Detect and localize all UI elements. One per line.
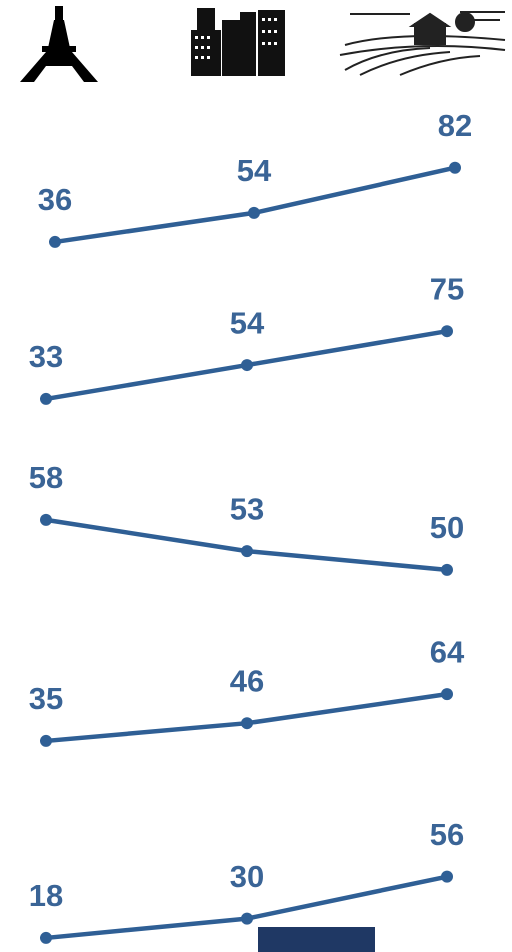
city-icon [191,8,285,76]
value-label: 56 [430,817,464,852]
value-label: 33 [29,339,63,374]
value-label: 54 [230,305,265,340]
point [449,161,461,174]
value-label: 54 [237,153,272,188]
point [441,325,453,338]
point [40,734,52,747]
value-label: 30 [230,859,264,894]
farm-icon [339,11,506,76]
point [441,870,453,883]
point [241,912,253,925]
value-label: 36 [38,182,72,217]
footer-button [258,927,375,952]
point [49,235,61,248]
value-label: 46 [230,663,264,698]
value-label: 50 [430,510,464,545]
line [45,517,448,573]
point [441,688,453,701]
value-label: 18 [29,878,63,913]
value-label: 64 [430,634,465,669]
value-label: 82 [438,108,472,143]
point [40,513,52,526]
value-label: 35 [29,681,63,716]
point [241,717,253,730]
value-label: 75 [430,271,464,306]
point [40,931,52,944]
point [241,359,253,372]
point [248,206,260,219]
point [241,545,253,558]
eiffel-icon [20,6,98,82]
point [40,392,52,405]
value-label: 53 [230,491,264,526]
point [441,563,453,576]
value-label: 58 [29,460,63,495]
